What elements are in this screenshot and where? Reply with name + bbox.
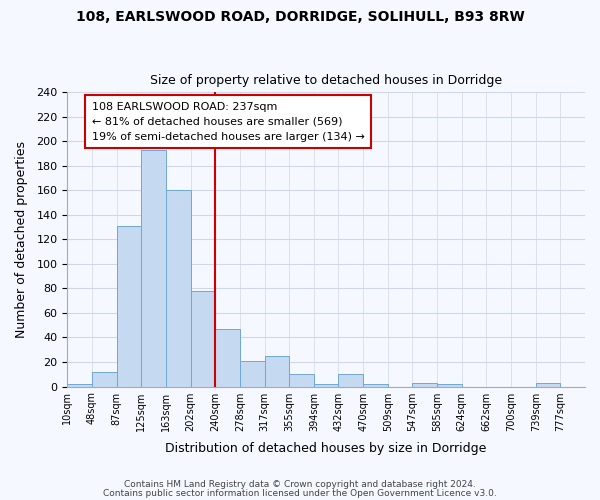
Bar (338, 374, 363, 386)
Bar (166, 190, 191, 386)
Bar (412, 383, 437, 386)
Bar (191, 291, 215, 386)
Text: Contains public sector information licensed under the Open Government Licence v3: Contains public sector information licen… (103, 489, 497, 498)
Bar (314, 384, 338, 386)
Bar (215, 329, 240, 386)
Bar (240, 361, 265, 386)
Text: 108 EARLSWOOD ROAD: 237sqm
← 81% of detached houses are smaller (569)
19% of sem: 108 EARLSWOOD ROAD: 237sqm ← 81% of deta… (92, 102, 365, 142)
Y-axis label: Number of detached properties: Number of detached properties (15, 141, 28, 338)
X-axis label: Distribution of detached houses by size in Dorridge: Distribution of detached houses by size … (166, 442, 487, 455)
Bar (67, 384, 92, 386)
Bar (92, 372, 116, 386)
Title: Size of property relative to detached houses in Dorridge: Size of property relative to detached ho… (150, 74, 502, 87)
Bar (363, 384, 388, 386)
Text: Contains HM Land Registry data © Crown copyright and database right 2024.: Contains HM Land Registry data © Crown c… (124, 480, 476, 489)
Text: 108, EARLSWOOD ROAD, DORRIDGE, SOLIHULL, B93 8RW: 108, EARLSWOOD ROAD, DORRIDGE, SOLIHULL,… (76, 10, 524, 24)
Bar (437, 384, 462, 386)
Bar (289, 374, 314, 386)
Bar (141, 150, 166, 386)
Bar (536, 383, 560, 386)
Bar (265, 356, 289, 386)
Bar (116, 226, 141, 386)
